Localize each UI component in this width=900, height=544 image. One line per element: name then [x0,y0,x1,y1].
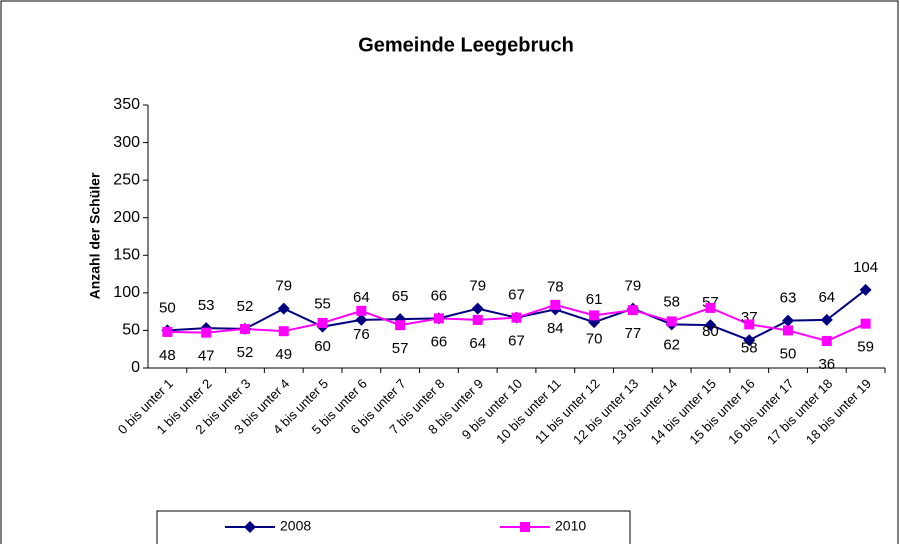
point-marker [782,314,795,327]
point-marker [317,317,328,328]
data-label: 76 [353,326,370,343]
y-tick-label: 200 [113,209,140,226]
data-label: 61 [586,291,603,308]
data-label: 65 [392,288,409,305]
legend-label: 2008 [280,518,311,534]
chart-title: Gemeinde Leegebruch [358,34,574,56]
point-marker [201,327,212,338]
data-label: 59 [857,339,874,356]
data-label: 58 [663,293,680,310]
point-marker [433,313,444,324]
data-label: 53 [198,297,215,314]
data-label: 77 [625,325,642,342]
point-marker [627,305,638,316]
point-marker [705,302,716,313]
point-marker [162,326,173,337]
point-marker [472,314,483,325]
data-label: 67 [508,333,525,350]
data-label: 50 [159,299,176,316]
data-label: 50 [780,345,797,362]
data-label: 78 [547,278,564,295]
point-marker [860,318,871,329]
data-label: 79 [469,278,486,295]
y-tick-label: 0 [131,359,140,376]
data-label: 66 [431,333,448,350]
y-tick-label: 250 [113,171,140,188]
point-marker [395,320,406,331]
y-tick-label: 150 [113,247,140,264]
data-label: 55 [314,296,331,313]
data-label: 60 [314,338,331,355]
data-label: 48 [159,347,176,364]
y-tick-label: 300 [113,134,140,151]
data-label: 62 [663,336,680,353]
point-marker [821,335,832,346]
data-label: 57 [392,340,409,357]
data-label: 66 [431,287,448,304]
point-marker [666,316,677,327]
point-marker [239,323,250,334]
point-marker [511,312,522,323]
y-tick-label: 350 [113,96,140,113]
data-label: 47 [198,348,215,365]
data-label: 80 [702,323,719,340]
data-label: 84 [547,320,564,337]
data-label: 49 [275,346,292,363]
data-label: 67 [508,287,525,304]
data-label: 64 [469,335,486,352]
data-label: 36 [818,356,835,373]
point-marker [859,283,872,296]
y-axis-label: Anzahl der Schüler [87,172,103,299]
point-marker [744,319,755,330]
data-label: 64 [353,289,370,306]
data-label: 52 [237,344,254,361]
legend-label: 2010 [555,518,586,534]
data-label: 79 [275,278,292,295]
point-marker [471,302,484,315]
legend-marker [520,522,530,532]
point-marker [743,334,756,347]
data-label: 79 [625,278,642,295]
point-marker [356,305,367,316]
data-label: 52 [237,298,254,315]
data-label: 64 [818,289,835,306]
point-marker [278,326,289,337]
data-label: 58 [741,339,758,356]
data-label: 63 [780,290,797,307]
point-marker [704,319,717,332]
point-marker [550,299,561,310]
data-label: 104 [853,259,878,276]
data-label: 70 [586,330,603,347]
y-tick-label: 50 [122,322,140,339]
point-marker [355,313,368,326]
point-marker [589,310,600,321]
legend-marker [244,521,256,533]
point-marker [277,302,290,315]
point-marker [820,313,833,326]
point-marker [783,325,794,336]
y-tick-label: 100 [113,284,140,301]
